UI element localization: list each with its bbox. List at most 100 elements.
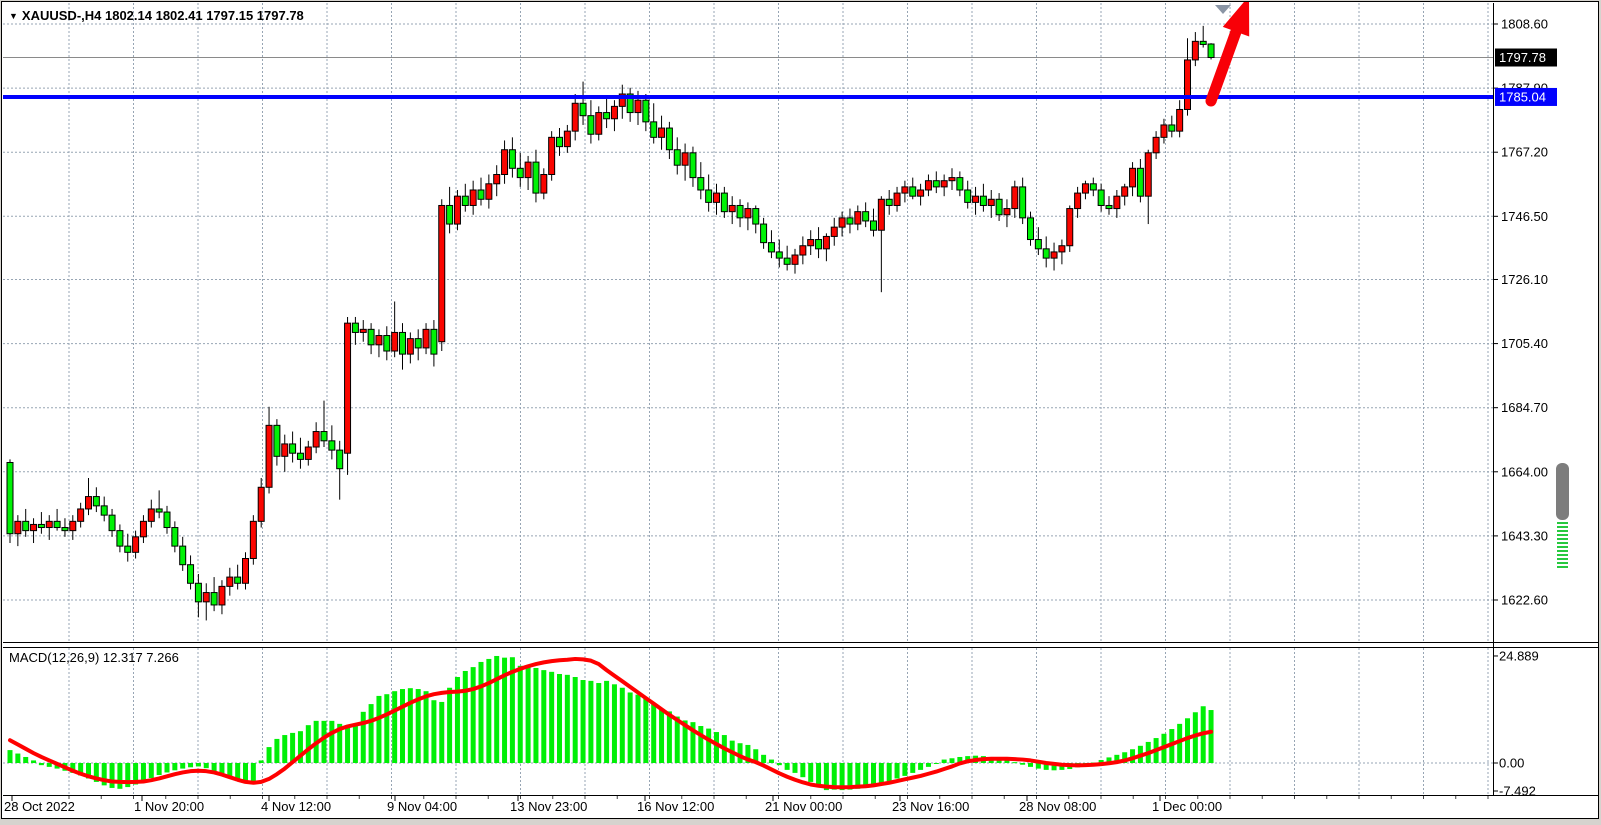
candle-body bbox=[532, 161, 540, 194]
candle-body bbox=[1081, 183, 1089, 194]
macd-bar bbox=[706, 728, 712, 763]
candle-body bbox=[438, 204, 446, 343]
macd-bar bbox=[227, 763, 233, 779]
macd-bar bbox=[800, 763, 806, 778]
candle-body bbox=[595, 112, 603, 135]
candle-body bbox=[493, 174, 501, 185]
candle-body bbox=[548, 136, 556, 176]
candle-body bbox=[304, 446, 312, 460]
candle-body bbox=[210, 592, 218, 606]
macd-bar bbox=[745, 744, 751, 763]
macd-bar bbox=[902, 763, 908, 776]
price-axis-label: 1726.10 bbox=[1501, 272, 1548, 287]
macd-bar bbox=[666, 711, 672, 763]
candle-body bbox=[705, 189, 713, 203]
candle-body bbox=[1168, 124, 1176, 132]
macd-bar bbox=[768, 759, 774, 763]
candle-body bbox=[218, 585, 226, 606]
price-axis-label: 1705.40 bbox=[1501, 336, 1548, 351]
macd-bar bbox=[78, 763, 84, 776]
macd-bar bbox=[140, 763, 146, 782]
macd-bar bbox=[478, 661, 484, 763]
symbol-dropdown-icon[interactable]: ▼ bbox=[9, 11, 18, 21]
candle-body bbox=[53, 520, 61, 529]
candle-body bbox=[579, 102, 587, 117]
time-axis-label: 21 Nov 00:00 bbox=[765, 799, 842, 814]
macd-bar bbox=[1114, 754, 1120, 763]
scrollbar-thumb[interactable] bbox=[1556, 463, 1569, 520]
time-axis-label: 16 Nov 12:00 bbox=[637, 799, 714, 814]
candle-body bbox=[626, 93, 634, 114]
macd-bar bbox=[1051, 763, 1057, 771]
macd-bar bbox=[1177, 723, 1183, 763]
macd-bar bbox=[7, 750, 13, 763]
macd-bar bbox=[117, 763, 123, 789]
candle-body bbox=[760, 223, 768, 244]
macd-bar bbox=[525, 667, 531, 763]
candle-body bbox=[391, 331, 399, 352]
candle-body bbox=[1066, 208, 1074, 247]
macd-bar bbox=[243, 763, 248, 784]
candle-body bbox=[720, 192, 728, 213]
candle-body bbox=[257, 486, 265, 522]
candle-body bbox=[1058, 245, 1066, 253]
macd-bar bbox=[23, 756, 29, 763]
candle-body bbox=[752, 208, 760, 225]
macd-bar bbox=[674, 716, 680, 763]
candle-body bbox=[563, 130, 571, 148]
macd-bar bbox=[400, 689, 405, 763]
candle-body bbox=[1074, 192, 1082, 210]
macd-bar bbox=[588, 680, 594, 763]
macd-bar bbox=[454, 677, 460, 763]
candle-body bbox=[807, 239, 815, 247]
candle-body bbox=[822, 235, 830, 250]
macd-bar bbox=[517, 665, 523, 763]
macd-bar bbox=[290, 732, 296, 763]
candle-body bbox=[618, 93, 626, 107]
macd-bar bbox=[541, 670, 547, 763]
macd-bar bbox=[282, 735, 288, 763]
candle-body bbox=[940, 180, 948, 188]
price-axis-label: 1767.20 bbox=[1501, 145, 1548, 160]
time-axis-label: 23 Nov 16:00 bbox=[892, 799, 969, 814]
candle-body bbox=[964, 189, 972, 203]
macd-bar bbox=[109, 763, 115, 788]
candle-body bbox=[1207, 43, 1215, 59]
candle-body bbox=[430, 328, 438, 355]
candle-body bbox=[469, 189, 477, 206]
macd-bar bbox=[423, 691, 429, 763]
macd-bar bbox=[1192, 712, 1198, 763]
candle-body bbox=[116, 530, 124, 547]
candlesticks bbox=[6, 25, 1215, 621]
price-axis-label: 1684.70 bbox=[1501, 400, 1548, 415]
macd-bar bbox=[38, 763, 44, 766]
macd-bar bbox=[180, 763, 186, 769]
macd-bar bbox=[1020, 763, 1026, 765]
macd-bar bbox=[447, 687, 453, 763]
macd-bar bbox=[305, 725, 311, 763]
macd-histogram bbox=[7, 655, 1214, 791]
candle-body bbox=[948, 177, 956, 182]
macd-bar bbox=[360, 711, 366, 763]
trend-arrow-object[interactable] bbox=[1205, 2, 1250, 103]
macd-bar bbox=[753, 749, 759, 763]
macd-bar bbox=[918, 763, 924, 770]
candle-body bbox=[132, 536, 140, 553]
macd-signal-line bbox=[8, 656, 1214, 790]
candle-body bbox=[22, 520, 30, 532]
candle-body bbox=[1129, 167, 1137, 188]
current-price-tag bbox=[1495, 48, 1557, 67]
macd-bar bbox=[258, 760, 264, 763]
macd-bar bbox=[878, 763, 884, 784]
candle-body bbox=[987, 198, 995, 206]
macd-bar bbox=[297, 731, 303, 763]
macd-bar bbox=[392, 691, 398, 763]
macd-bar bbox=[941, 759, 947, 763]
candle-body bbox=[540, 174, 548, 194]
candle-body bbox=[979, 195, 987, 206]
macd-bar bbox=[172, 763, 178, 771]
candle-body bbox=[179, 545, 187, 566]
macd-bar bbox=[572, 677, 578, 763]
candle-body bbox=[917, 189, 925, 197]
